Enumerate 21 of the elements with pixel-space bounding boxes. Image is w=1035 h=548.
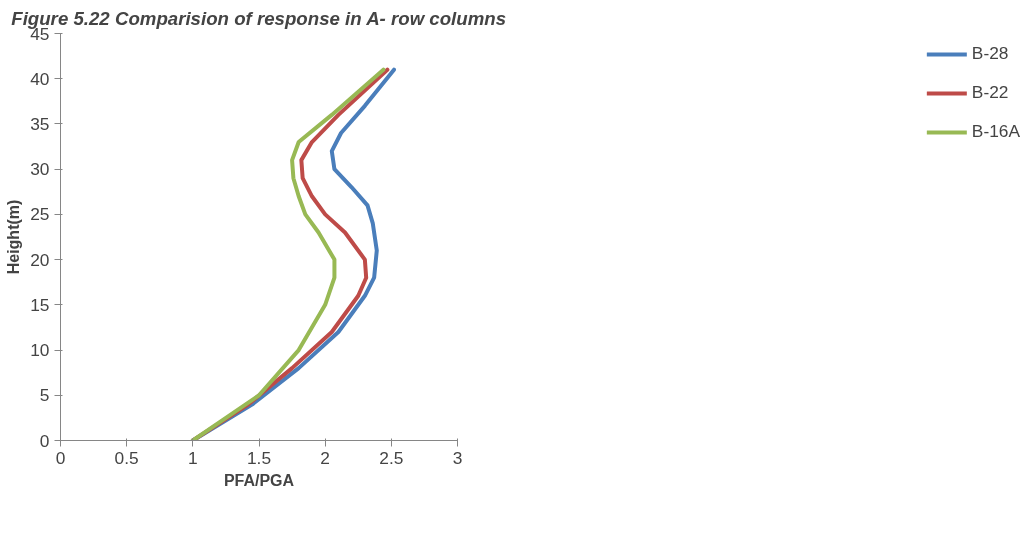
y-tick-label: 0 bbox=[39, 430, 50, 451]
legend-label: B-22 bbox=[971, 82, 1009, 103]
x-tick-label: 1.5 bbox=[246, 447, 272, 468]
x-tick-label: 0 bbox=[55, 447, 66, 468]
x-tick-label: 1 bbox=[188, 447, 198, 468]
y-tick-label: 30 bbox=[30, 159, 50, 180]
y-tick-label: 5 bbox=[39, 385, 50, 406]
x-tick-label: 2 bbox=[320, 447, 330, 468]
y-tick-label: 10 bbox=[30, 340, 50, 361]
y-tick-label: 25 bbox=[30, 204, 50, 225]
y-tick-label: 40 bbox=[30, 68, 50, 89]
y-axis-title: Height(m) bbox=[5, 199, 23, 275]
x-tick-label: 3 bbox=[452, 447, 463, 468]
y-tick-label: 35 bbox=[30, 113, 50, 134]
y-tick-label: 20 bbox=[30, 249, 50, 270]
x-axis-title: PFA/PGA bbox=[223, 471, 295, 489]
x-tick-label: 2.5 bbox=[379, 447, 404, 468]
legend-label: B-16A bbox=[971, 121, 1020, 142]
y-tick-label: 15 bbox=[30, 294, 50, 315]
legend-label: B-28 bbox=[971, 43, 1009, 64]
x-tick-label: 0.5 bbox=[114, 447, 139, 468]
